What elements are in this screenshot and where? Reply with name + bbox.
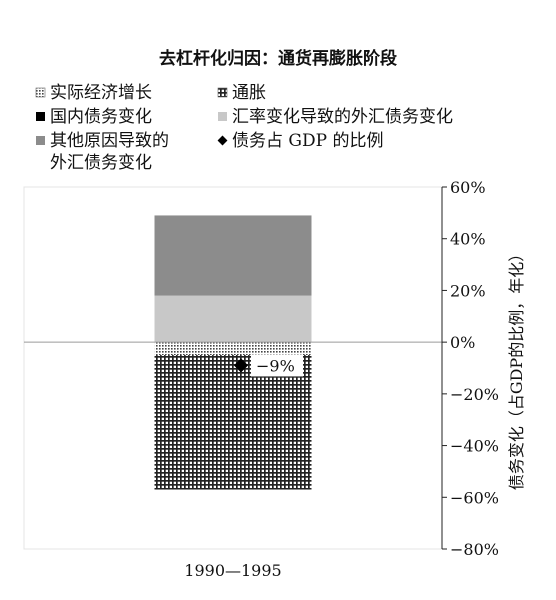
legend-swatch	[217, 87, 228, 98]
legend-item: 实际经济增长	[35, 83, 152, 103]
legend-swatch	[36, 136, 45, 145]
y-axis-label: 债务变化（占GDP的比例，年化）	[507, 246, 526, 490]
bar-segment-e585b6e4bb96e58e9fe59ba0	[154, 215, 312, 296]
x-tick-label: 1990—1995	[184, 561, 281, 580]
legend-swatch-marker	[217, 135, 228, 146]
marker-point	[233, 358, 249, 373]
data-label-bg	[251, 354, 303, 377]
bar-segment-e9809ae88380	[154, 355, 312, 490]
legend-label: 外汇债务变化	[50, 153, 152, 173]
legend-label: 债务占 GDP 的比例	[232, 131, 383, 151]
chart-title: 去杠杆化归因：通货再膨胀阶段	[159, 48, 397, 69]
y-tick-label: −80%	[450, 540, 499, 559]
bar-segment-e5ae9ee99985e7bb8fe6b58e	[154, 342, 312, 356]
legend-item: 债务占 GDP 的比例	[217, 131, 383, 151]
legend-item: 国内债务变化	[36, 107, 152, 127]
legend-label: 其他原因导致的	[50, 131, 169, 151]
y-tick-label: −60%	[450, 488, 499, 507]
x-axis: 1990—1995	[184, 561, 281, 580]
y-tick-label: −20%	[450, 385, 499, 404]
y-tick-label: 20%	[450, 281, 486, 300]
legend-label: 汇率变化导致的外汇债务变化	[232, 107, 453, 127]
legend-label: 通胀	[232, 83, 266, 103]
bar-stack	[154, 215, 312, 490]
legend-swatch	[35, 87, 46, 98]
legend-label: 国内债务变化	[50, 107, 152, 127]
marker-series: −9%	[233, 354, 303, 377]
legend-item: 汇率变化导致的外汇债务变化	[218, 107, 453, 127]
y-tick-label: 60%	[450, 178, 486, 197]
legend-swatch	[36, 112, 45, 121]
y-tick-label: −40%	[450, 437, 499, 456]
data-label: −9%	[256, 356, 295, 375]
y-tick-label: 0%	[450, 333, 475, 352]
legend-label: 实际经济增长	[50, 83, 152, 103]
bar-segment-e6b187e78e87e58f98e58c96	[154, 295, 312, 343]
y-axis: −80% −60% −40% −20% 0% 20% 40% 60%	[441, 178, 499, 559]
legend-swatch	[218, 112, 227, 121]
legend-item: 通胀	[217, 83, 266, 103]
y-tick-label: 40%	[450, 230, 486, 249]
